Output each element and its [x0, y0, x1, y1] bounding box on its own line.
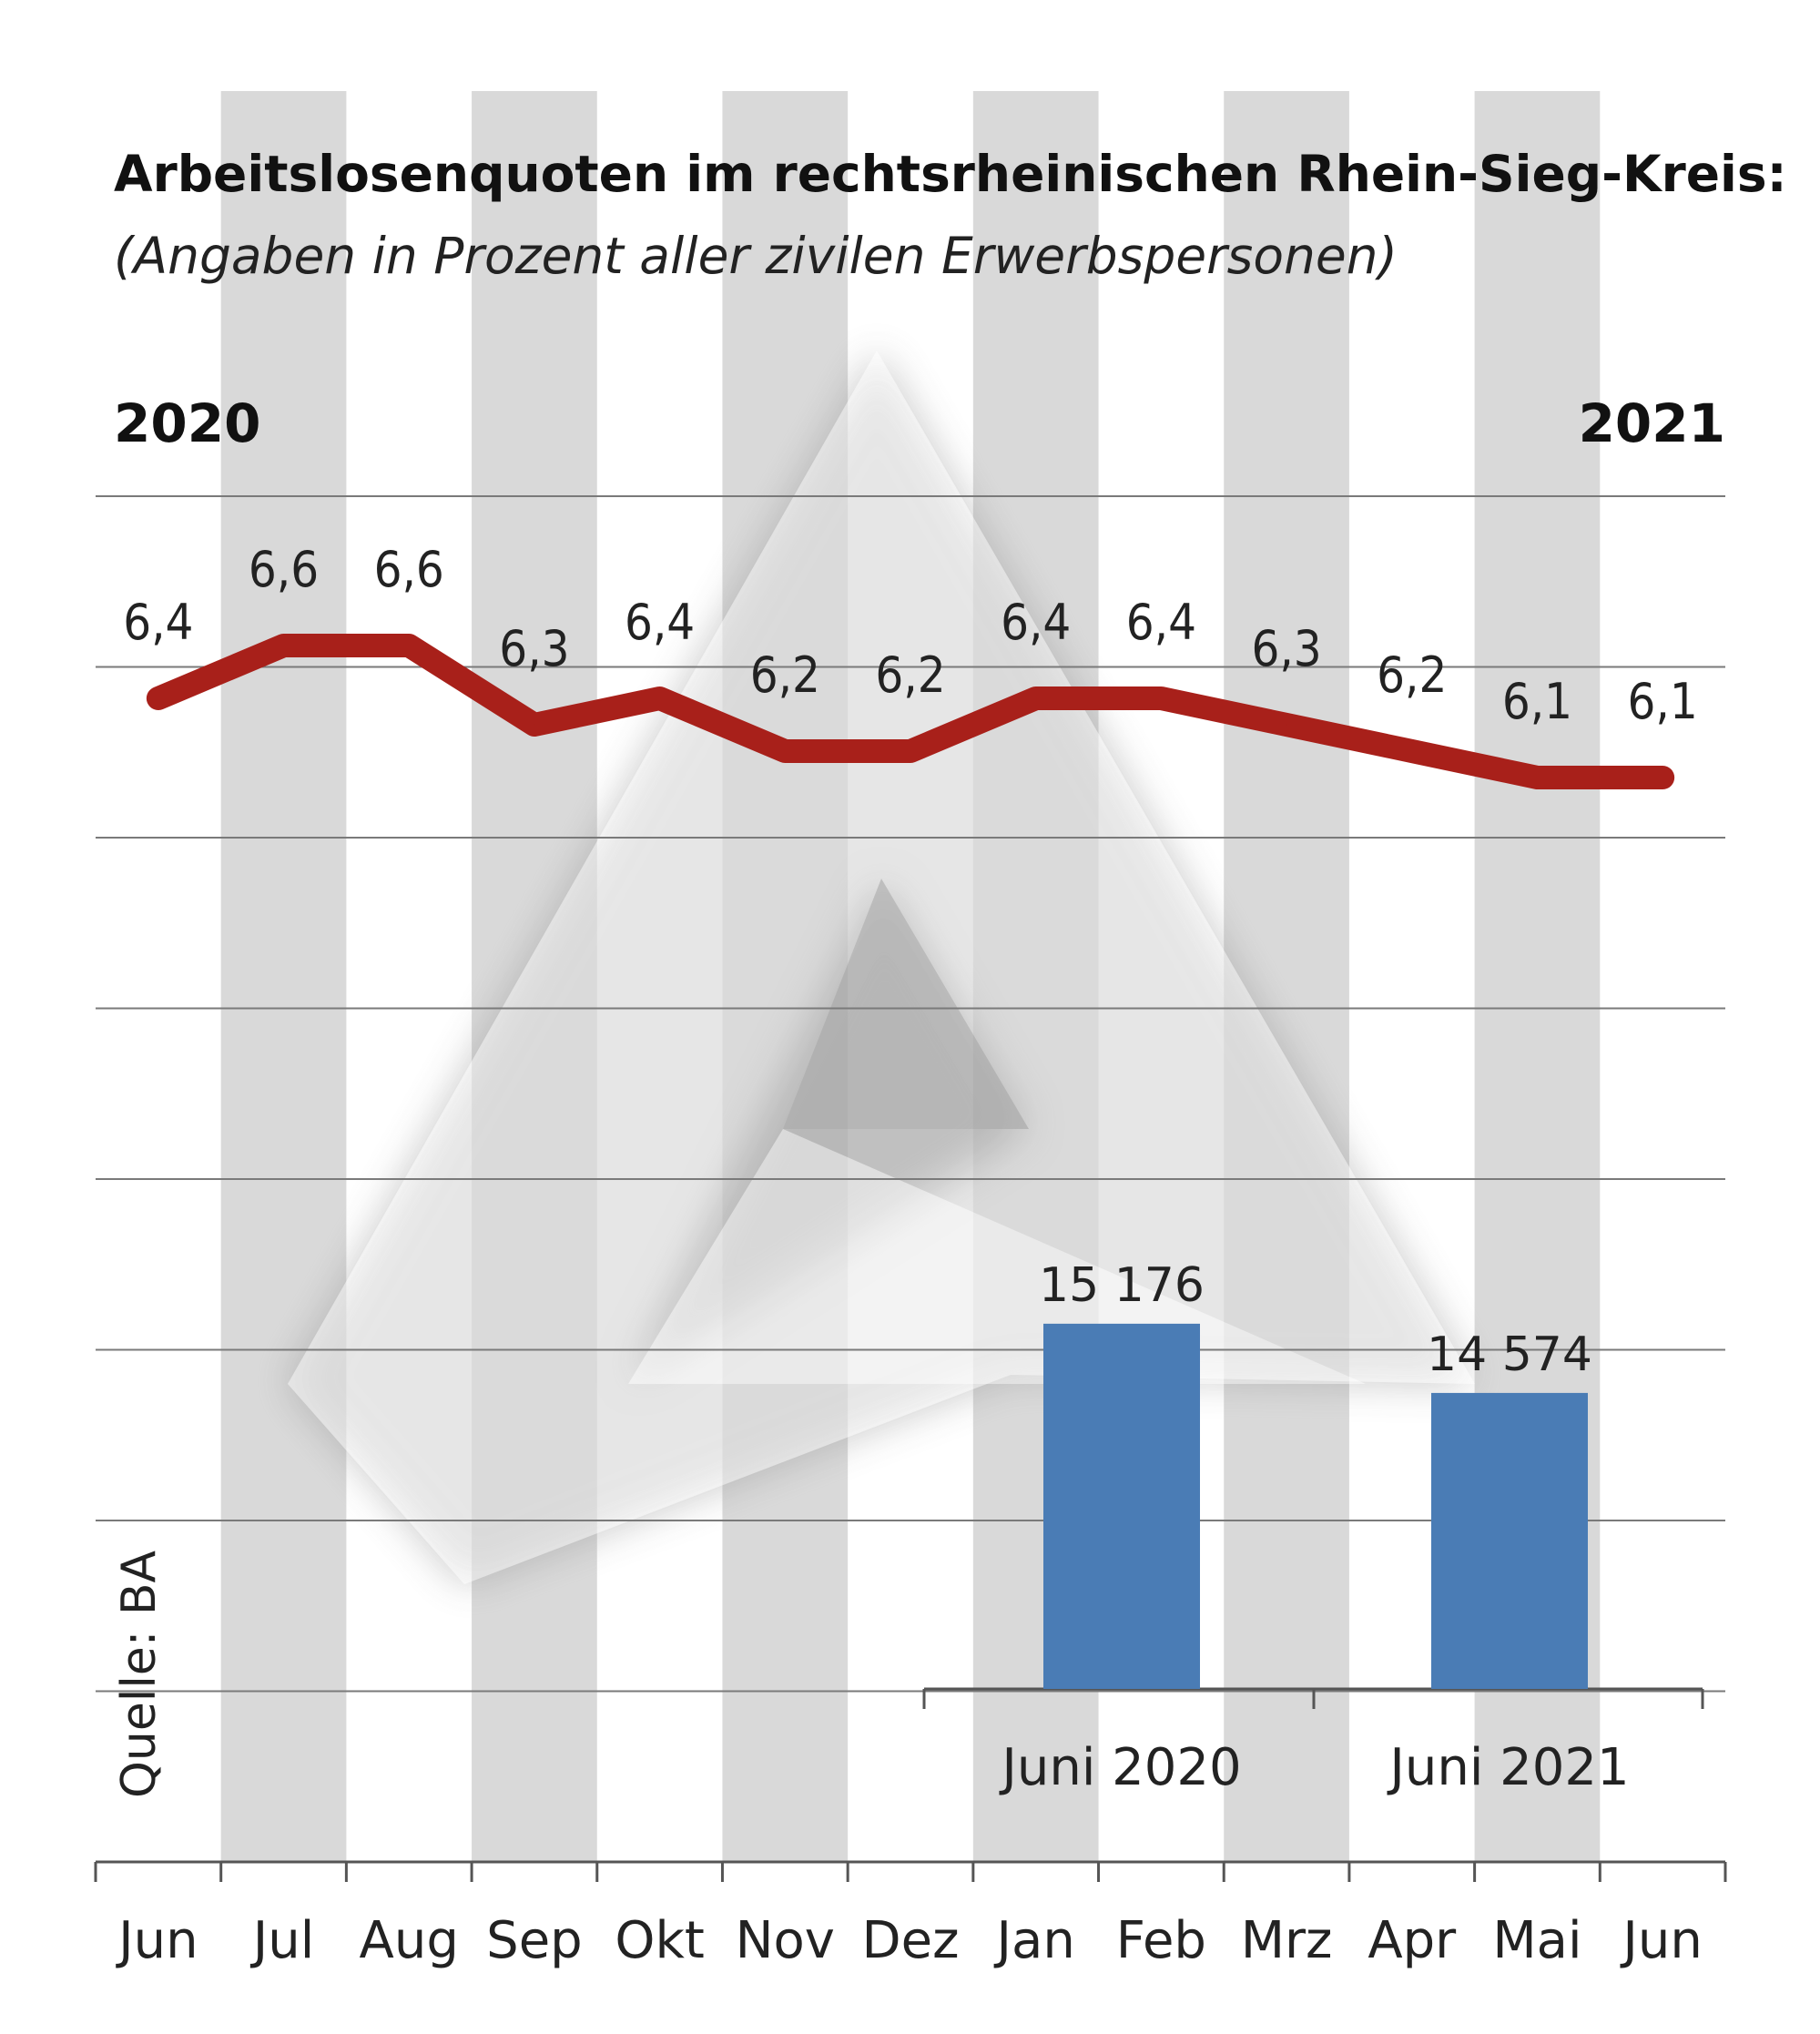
- value-label-0: 6,4: [123, 594, 193, 651]
- line-point-6: [910, 750, 911, 752]
- x-tick-label-1: Jul: [250, 1911, 315, 1970]
- x-tick-label-9: Mrz: [1241, 1911, 1333, 1970]
- x-tick-label-6: Dez: [862, 1911, 960, 1970]
- bar-category-label-0: Juni 2020: [999, 1738, 1241, 1797]
- watermark-logo: [288, 351, 1475, 1584]
- line-point-3: [533, 724, 535, 726]
- value-label-9: 6,3: [1251, 620, 1321, 677]
- value-label-6: 6,2: [875, 646, 945, 704]
- source-label: Quelle: BA: [112, 1551, 167, 1798]
- line-point-4: [658, 697, 661, 699]
- x-tick-label-12: Jun: [1620, 1911, 1703, 1970]
- bar-value-label-0: 15 176: [1039, 1258, 1205, 1313]
- line-point-0: [157, 697, 159, 699]
- background-stripes: [220, 91, 1601, 1862]
- value-label-2: 6,6: [374, 541, 444, 598]
- year-end-label: 2021: [1579, 392, 1725, 454]
- line-point-9: [1286, 724, 1288, 726]
- line-point-8: [1160, 697, 1163, 699]
- value-label-11: 6,1: [1502, 673, 1572, 730]
- x-axis: Jun Jul Aug Sep Okt Nov Dez Jan Feb Mrz Apr Mai Jun: [94, 1860, 1727, 1970]
- gridlines: [96, 495, 1725, 1693]
- line-point-5: [784, 750, 787, 752]
- value-label-3: 6,3: [499, 620, 569, 677]
- stripe-jul: [220, 91, 347, 1862]
- bar-category-label-1: Juni 2021: [1387, 1738, 1629, 1797]
- bar-value-label-1: 14 574: [1427, 1327, 1592, 1382]
- chart-subtitle: (Angaben in Prozent aller zivilen Erwerb…: [114, 227, 1398, 285]
- value-label-8: 6,4: [1126, 594, 1196, 651]
- x-tick-label-7: Jan: [994, 1911, 1075, 1970]
- stripe-mrz: [1224, 91, 1349, 1862]
- x-tick-label-8: Feb: [1116, 1911, 1206, 1970]
- bar-0: [1043, 1323, 1200, 1689]
- line-point-10: [1410, 750, 1413, 752]
- x-tick-label-3: Sep: [486, 1911, 583, 1970]
- x-tick-label-2: Aug: [360, 1911, 459, 1970]
- value-label-12: 6,1: [1628, 673, 1698, 730]
- x-tick-label-4: Okt: [615, 1911, 704, 1970]
- chart-title: Arbeitslosenquoten im rechtsrheinischen …: [114, 145, 1787, 203]
- line-point-11: [1536, 777, 1539, 778]
- value-label-1: 6,6: [249, 541, 319, 598]
- value-label-4: 6,4: [625, 594, 695, 651]
- line-point-12: [1662, 777, 1664, 778]
- x-tick-label-10: Apr: [1368, 1911, 1457, 1970]
- value-label-7: 6,4: [1001, 594, 1071, 651]
- line-point-2: [408, 645, 411, 646]
- bar-1: [1431, 1392, 1588, 1689]
- x-tick-label-0: Jun: [116, 1911, 198, 1970]
- year-start-label: 2020: [114, 392, 260, 454]
- x-tick-label-5: Nov: [736, 1911, 835, 1970]
- value-label-5: 6,2: [750, 646, 820, 704]
- bar-series: 15 176 Juni 2020 14 574 Juni 2021: [922, 1258, 1704, 1797]
- line-series: 6,4 6,6 6,6 6,3 6,4 6,2 6,2 6,4 6,4 6,3 6,2 6,1 6,1: [123, 541, 1698, 789]
- value-label-10: 6,2: [1377, 646, 1447, 704]
- line-point-1: [282, 645, 285, 646]
- x-tick-label-11: Mai: [1492, 1911, 1581, 1970]
- line-point-7: [1034, 697, 1037, 699]
